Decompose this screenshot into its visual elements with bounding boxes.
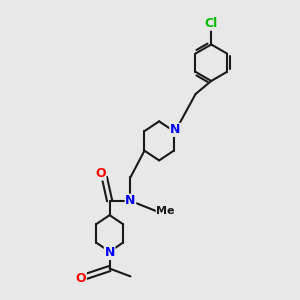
Text: N: N — [125, 194, 136, 207]
Text: O: O — [95, 167, 106, 180]
Text: N: N — [104, 246, 115, 260]
Text: N: N — [170, 123, 180, 136]
Text: Cl: Cl — [205, 17, 218, 30]
Text: O: O — [76, 272, 86, 286]
Text: Me: Me — [156, 206, 175, 216]
